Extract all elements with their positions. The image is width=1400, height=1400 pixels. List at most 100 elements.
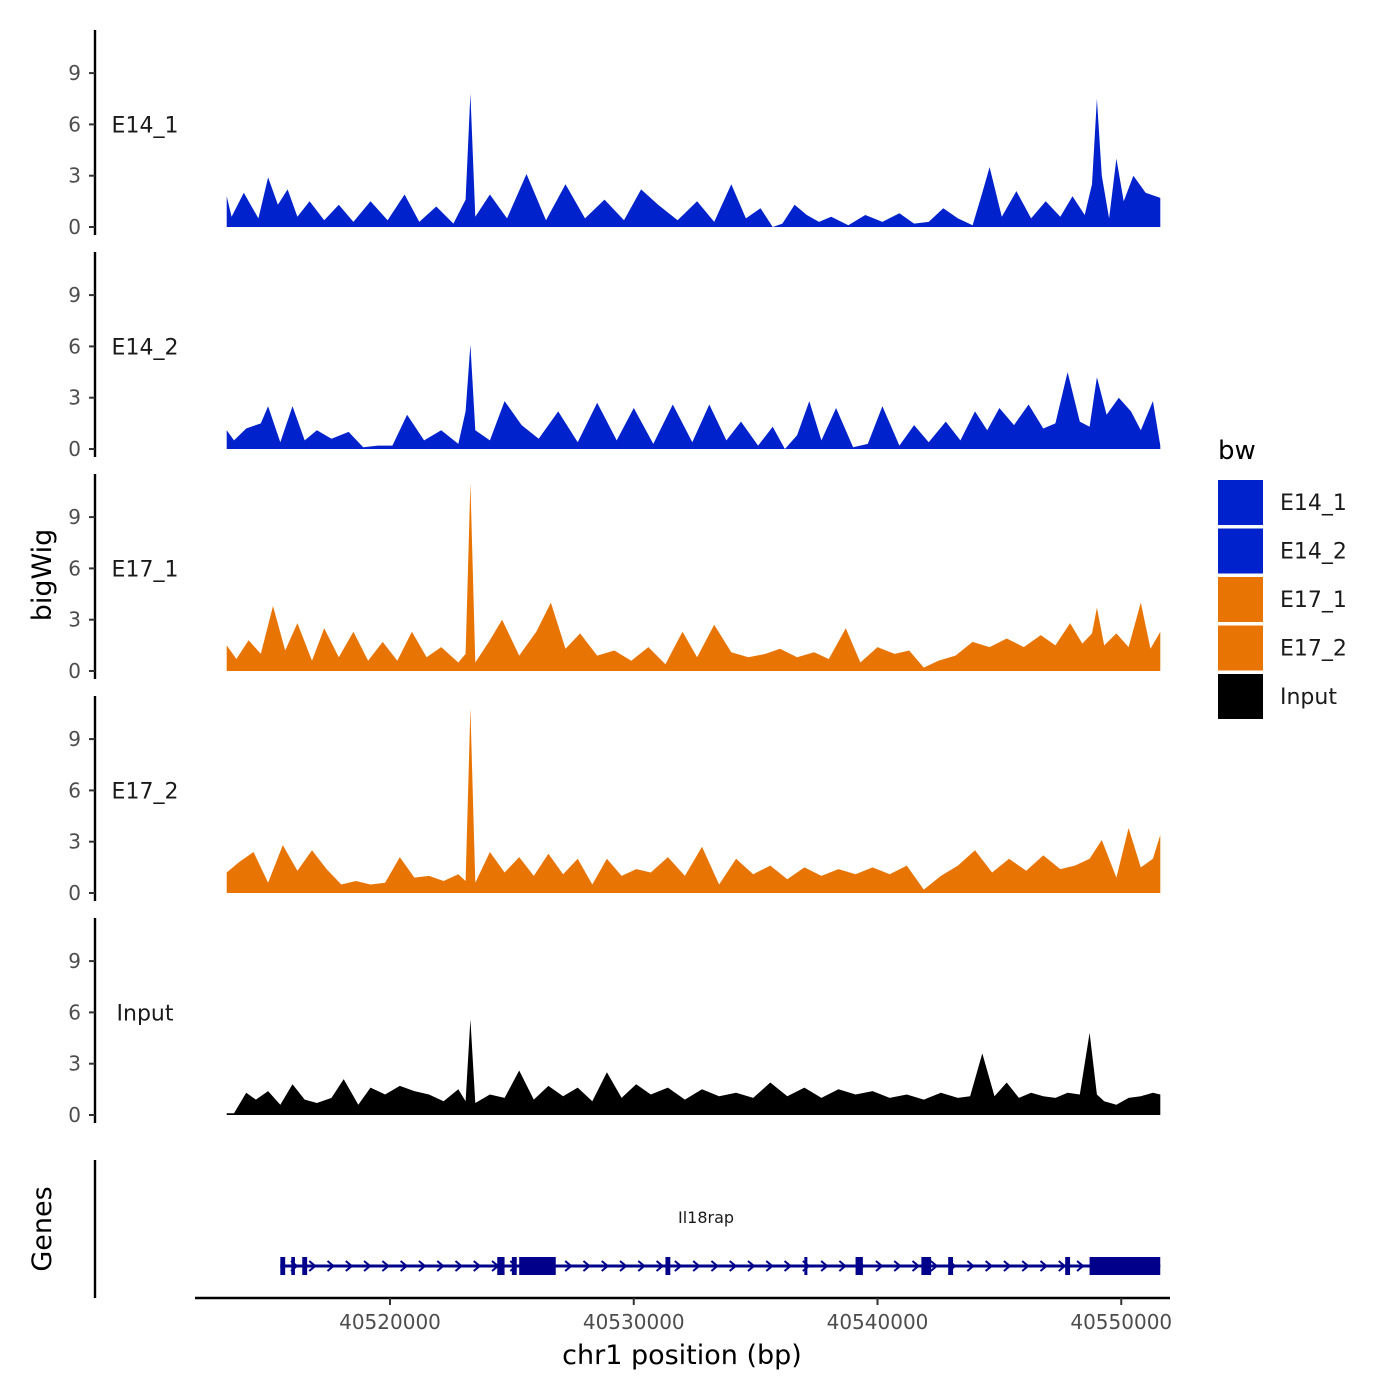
track-label: Input (117, 1001, 174, 1026)
x-tick-label: 40530000 (583, 1310, 685, 1334)
track-e17_2: 0 3 6 9 E17_2 (68, 696, 1161, 905)
legend-item-e14_1: E14_1 (1218, 480, 1347, 525)
gene-exon (921, 1257, 932, 1275)
strand-arrow (783, 1260, 793, 1272)
strand-arrow (930, 1260, 939, 1272)
gene-exon (665, 1257, 671, 1275)
legend-swatch (1218, 528, 1263, 574)
legend-item-e17_1: E17_1 (1218, 577, 1347, 622)
legend-swatch (1218, 480, 1263, 525)
legend-label: E14_2 (1280, 540, 1347, 565)
legend-label: Input (1280, 685, 1337, 710)
coverage-area-input (226, 1019, 1161, 1115)
gene-exon (280, 1257, 286, 1275)
strand-arrow (637, 1260, 646, 1272)
y-axis-title: bigWig (27, 529, 58, 622)
strand-arrow (1058, 1260, 1067, 1272)
strand-arrow (619, 1260, 628, 1272)
y-tick-label: 9 (68, 283, 81, 307)
track-label: E14_1 (112, 113, 179, 138)
strand-arrow (436, 1260, 445, 1272)
legend-label: E17_1 (1280, 588, 1347, 613)
genes-panel: Il18rap (93, 1160, 1161, 1298)
track-label: E14_2 (112, 335, 179, 360)
y-tick-label: 6 (68, 334, 81, 358)
strand-arrow (582, 1260, 592, 1272)
legend-item-e14_2: E14_2 (1218, 528, 1347, 574)
x-axis-title: chr1 position (bp) (562, 1340, 802, 1371)
gene-exon (302, 1257, 308, 1275)
track-e14_1: 0 3 6 9 E14_1 (68, 30, 1161, 239)
strand-arrow (820, 1260, 829, 1272)
track-label: E17_1 (112, 557, 179, 582)
y-tick-label: 0 (68, 437, 81, 461)
legend-swatch (1218, 625, 1263, 671)
y-tick-label: 3 (68, 164, 81, 188)
gene-exon (511, 1257, 517, 1275)
strand-arrow (911, 1260, 921, 1272)
gene-exon (1089, 1257, 1161, 1275)
y-tick-label: 9 (68, 61, 81, 85)
strand-arrow (363, 1260, 372, 1272)
legend-title: bw (1218, 436, 1256, 466)
gene-exon (497, 1257, 505, 1275)
strand-arrow (710, 1260, 719, 1272)
gene-exon (855, 1257, 863, 1275)
strand-arrow (308, 1260, 317, 1272)
legend-label: E17_2 (1280, 637, 1347, 662)
tracks-group: 0 3 6 9 E14_1 0 3 6 9 E14_2 0 3 6 9 E17_1 0 3 6 9 E17_2 0 3 6 9… (68, 30, 1161, 1127)
legend-swatch (1218, 577, 1263, 622)
strand-arrow (893, 1260, 902, 1272)
track-label: E17_2 (112, 779, 179, 804)
y-tick-label: 3 (68, 386, 81, 410)
coverage-area-e14_2 (226, 344, 1161, 449)
y-tick-label: 0 (68, 215, 81, 239)
x-tick-label: 40550000 (1070, 1310, 1172, 1334)
x-tick-label: 40520000 (339, 1310, 441, 1334)
y-tick-label: 3 (68, 1052, 81, 1076)
strand-arrow (875, 1260, 884, 1272)
strand-arrow (765, 1260, 774, 1272)
strand-arrow (1039, 1260, 1049, 1272)
strand-arrow (345, 1260, 354, 1272)
legend-item-e17_2: E17_2 (1218, 625, 1347, 671)
gene-il18rap: Il18rap (280, 1208, 1161, 1275)
gene-exon (1065, 1257, 1071, 1275)
strand-arrow (564, 1260, 573, 1272)
y-tick-label: 6 (68, 112, 81, 136)
legend-swatch (1218, 674, 1263, 719)
strand-arrow (326, 1260, 336, 1272)
gene-exon (948, 1257, 954, 1275)
strand-arrow (966, 1260, 975, 1272)
x-axis: 40520000 40530000 40540000 40550000 (195, 1296, 1172, 1334)
coverage-area-e14_1 (226, 93, 1161, 227)
track-input: 0 3 6 9 Input (68, 918, 1161, 1127)
strand-arrow (601, 1260, 610, 1272)
strand-arrow (674, 1260, 683, 1272)
strand-arrow (454, 1260, 464, 1272)
strand-arrow (399, 1260, 409, 1272)
y-tick-label: 6 (68, 778, 81, 802)
y-tick-label: 9 (68, 949, 81, 973)
y-tick-label: 0 (68, 1103, 81, 1127)
y-tick-label: 3 (68, 608, 81, 632)
strand-arrow (692, 1260, 701, 1272)
strand-arrow (1076, 1260, 1085, 1272)
y-tick-label: 9 (68, 727, 81, 751)
strand-arrow (473, 1260, 482, 1272)
strand-arrow (1021, 1260, 1030, 1272)
gene-name-label: Il18rap (678, 1208, 734, 1227)
y-tick-label: 6 (68, 556, 81, 580)
strand-arrow (838, 1260, 847, 1272)
legend-item-input: Input (1218, 674, 1337, 719)
legend: bw E14_1 E14_2 E17_1 E17_2 Input (1218, 436, 1347, 719)
strand-arrow (984, 1260, 994, 1272)
coverage-area-e17_1 (226, 482, 1161, 671)
strand-arrow (381, 1260, 390, 1272)
y-tick-label: 0 (68, 659, 81, 683)
strand-arrow (1003, 1260, 1012, 1272)
gene-exon (804, 1257, 808, 1275)
gene-exon (291, 1257, 295, 1275)
strand-arrow (655, 1260, 665, 1272)
